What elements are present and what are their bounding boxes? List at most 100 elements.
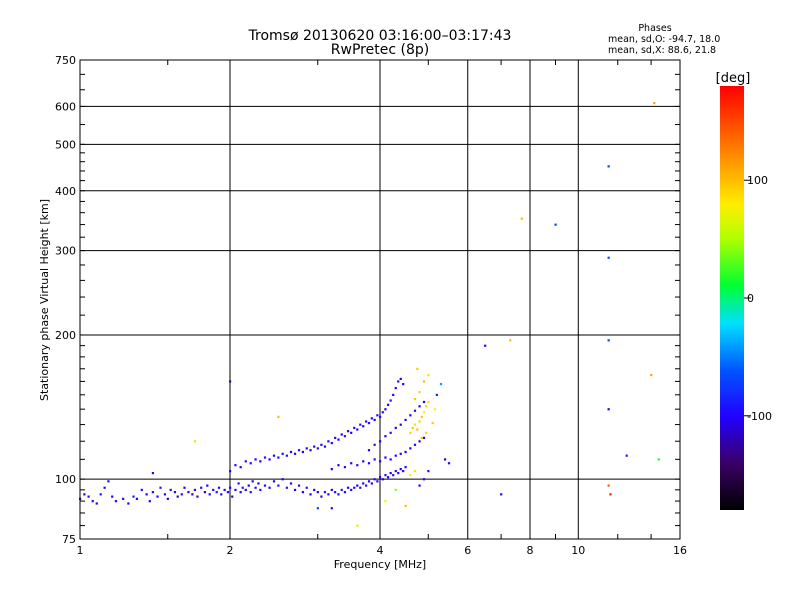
- scatter-point: [379, 476, 382, 479]
- scatter-point: [389, 399, 392, 402]
- stats-heading: Phases: [638, 23, 671, 34]
- scatter-point: [392, 393, 395, 397]
- scatter-point: [330, 441, 333, 445]
- scatter-point: [384, 435, 387, 438]
- scatter-point: [356, 484, 359, 487]
- scatter-point: [337, 438, 340, 441]
- scatter-point: [166, 497, 169, 500]
- scatter-point: [362, 482, 365, 485]
- scatter-point: [384, 474, 387, 477]
- scatter-point: [309, 449, 312, 452]
- scatter-point: [132, 495, 135, 498]
- scatter-point: [127, 502, 130, 505]
- scatter-point: [272, 480, 276, 483]
- scatter-point: [239, 466, 242, 469]
- scatter-point: [409, 474, 412, 477]
- scatter-point: [484, 344, 487, 347]
- scatter-point: [367, 421, 371, 425]
- scatter-point: [169, 488, 172, 492]
- x-tick-label: 4: [377, 544, 384, 557]
- scatter-point: [135, 497, 138, 500]
- scatter-point: [301, 450, 305, 454]
- y-tick-label: 200: [55, 329, 76, 342]
- scatter-point: [554, 223, 557, 226]
- scatter-point: [413, 423, 417, 426]
- scatter-point: [409, 431, 412, 434]
- scatter-point: [384, 456, 387, 459]
- scatter-point: [439, 382, 443, 386]
- scatter-point: [409, 414, 412, 417]
- scatter-point: [394, 386, 397, 390]
- scatter-point: [323, 445, 327, 448]
- scatter-point: [381, 478, 384, 481]
- y-tick-label: 600: [55, 100, 76, 113]
- y-tick-label: 500: [55, 138, 76, 151]
- scatter-point: [402, 469, 405, 473]
- scatter-point: [263, 484, 267, 487]
- scatter-point: [212, 488, 215, 492]
- scatter-point: [114, 500, 118, 503]
- scatter-point: [353, 486, 356, 489]
- scatter-point: [346, 430, 350, 433]
- scatter-point: [356, 428, 359, 431]
- scatter-point: [413, 469, 417, 473]
- scatter-point: [370, 417, 373, 420]
- scatter-point: [384, 408, 387, 411]
- scatter-point: [379, 415, 382, 418]
- colorbar-tick-label: 0: [747, 292, 754, 305]
- scatter-point: [520, 217, 523, 220]
- scatter-point: [340, 433, 343, 436]
- scatter-point: [217, 486, 221, 489]
- scatter-point: [327, 440, 330, 443]
- scatter-point: [83, 493, 86, 496]
- scatter-point: [389, 431, 392, 434]
- scatter-point: [384, 500, 387, 503]
- scatter-point: [277, 484, 280, 487]
- scatter-point: [297, 449, 301, 452]
- scatter-point: [362, 460, 365, 463]
- scatter-point: [229, 469, 232, 473]
- scatter-point: [376, 414, 379, 417]
- y-tick-label: 100: [55, 473, 76, 486]
- scatter-point: [305, 447, 308, 450]
- colorbar-ticks: 100 0 -100: [744, 174, 772, 423]
- y-tick-label: 300: [55, 245, 76, 258]
- scatter-point: [625, 454, 628, 457]
- scatter-point: [87, 495, 90, 498]
- scatter-point: [272, 454, 276, 457]
- x-tick-label: 16: [673, 544, 687, 557]
- axis-ticks: [80, 60, 680, 539]
- scatter-point: [346, 486, 350, 489]
- scatter-point: [239, 491, 242, 494]
- scatter-point: [111, 495, 114, 498]
- y-axis-title: Stationary phase Virtual Height [km]: [38, 199, 51, 401]
- scatter-point: [367, 449, 371, 452]
- scatter-point: [145, 493, 148, 496]
- scatter-point: [356, 524, 359, 527]
- scatter-points: [79, 101, 660, 527]
- chart-subtitle: RwPretec (8p): [331, 42, 429, 58]
- scatter-point: [196, 495, 199, 498]
- scatter-point: [193, 440, 197, 443]
- scatter-point: [394, 454, 397, 457]
- scatter-point: [330, 468, 333, 471]
- scatter-point: [418, 440, 421, 443]
- scatter-point: [607, 408, 610, 411]
- scatter-point: [373, 418, 376, 422]
- scatter-point: [379, 460, 382, 463]
- scatter-point: [418, 405, 421, 408]
- scatter-point: [433, 408, 436, 411]
- scatter-point: [365, 420, 368, 423]
- scatter-point: [422, 400, 426, 404]
- scatter-point: [427, 469, 430, 473]
- grid: [80, 60, 680, 539]
- scatter-point: [413, 398, 417, 401]
- scatter-point: [404, 466, 407, 469]
- scatter-point: [334, 491, 337, 494]
- scatter-point: [386, 476, 390, 479]
- scatter-point: [277, 456, 280, 459]
- scatter-point: [237, 482, 240, 485]
- x-tick-label: 2: [227, 544, 234, 557]
- scatter-point: [389, 472, 392, 475]
- scatter-point: [343, 435, 347, 438]
